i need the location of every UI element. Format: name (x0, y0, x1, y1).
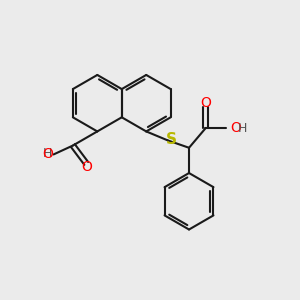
Text: O: O (42, 147, 53, 161)
Text: O: O (230, 122, 241, 136)
Text: O: O (81, 160, 92, 174)
Text: H: H (238, 122, 247, 135)
Text: O: O (200, 96, 211, 110)
Text: S: S (166, 132, 177, 147)
Text: H: H (42, 147, 52, 161)
